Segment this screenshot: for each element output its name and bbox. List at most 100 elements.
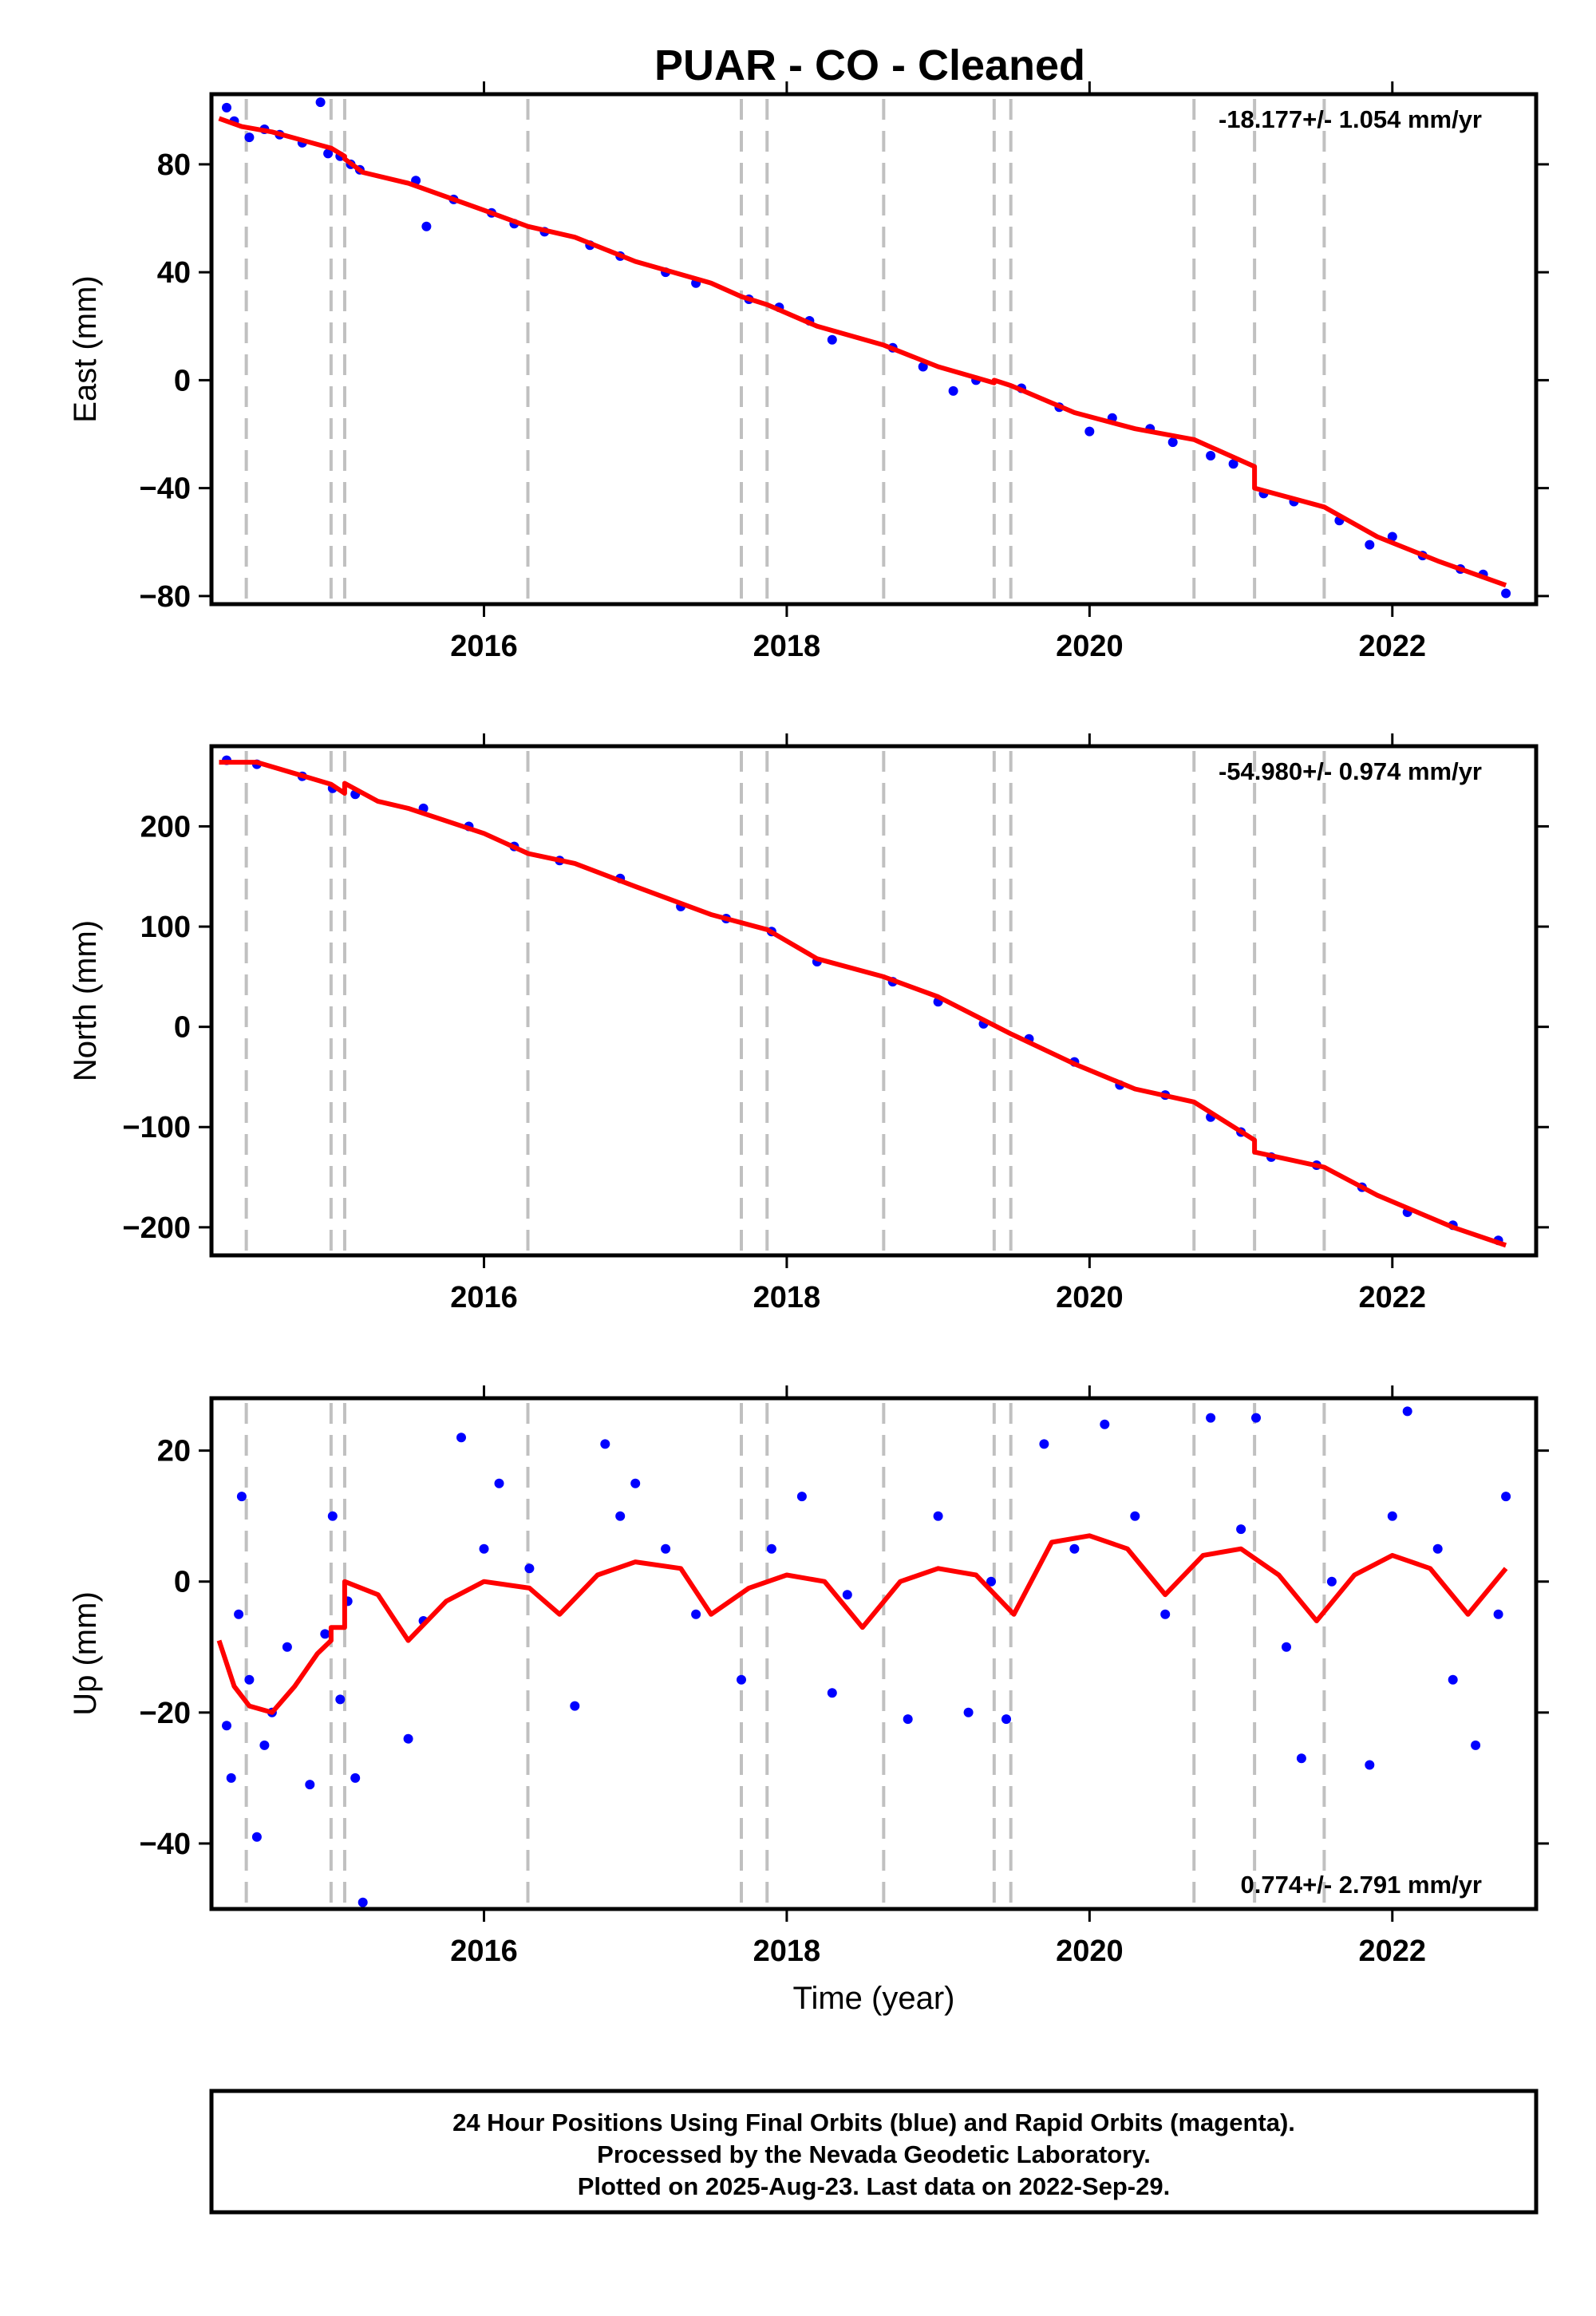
data-point-31 [796,1492,807,1502]
panel-up: 20 0 −20 −40 2016 2018 2020 2022 Up (mm) Time (ye… [68,1385,1549,2016]
data-point-8 [323,148,334,159]
model-line [216,1533,1508,1715]
data-point-37 [1228,459,1238,469]
data-point-27 [661,1543,671,1554]
y-tick-label: −100 [122,1111,191,1144]
x-tick-label: 2016 [450,630,518,663]
data-point-21 [494,1478,504,1488]
y-tick-label: 80 [157,148,191,182]
data-point-46 [1251,1413,1261,1423]
data-point-53 [1432,1543,1443,1554]
x-tick-label: 2022 [1358,1281,1426,1314]
data-point-32 [1084,426,1095,437]
y-tick-label: 200 [140,810,191,844]
x-tick-label: 2018 [753,1281,821,1314]
data-point-27 [918,362,928,372]
y-tick-label: 20 [157,1435,191,1468]
x-tick-label: 2020 [1056,1935,1124,1968]
footer-box: 24 Hour Positions Using Final Orbits (bl… [209,2089,1539,2215]
y-axis-label: North (mm) [68,920,103,1081]
y-tick-label: −40 [140,1828,191,1861]
data-point-13 [335,1694,346,1705]
data-point-44 [1206,1413,1216,1423]
data-point-10 [305,1780,315,1790]
data-point-15 [350,1773,361,1783]
y-tick-label: −200 [122,1211,191,1245]
data-point-29 [737,1674,746,1685]
data-point-20 [479,1543,489,1554]
y-tick-label: 0 [174,1566,191,1599]
data-point-42 [1130,1511,1140,1521]
data-point-12 [327,1511,338,1521]
plot-frame [209,1396,1539,1911]
data-point-38 [1001,1714,1011,1725]
x-tick-label: 2022 [1358,1935,1426,1968]
figure-title: PUAR - CO - Cleaned [654,41,1085,89]
data-point-26 [630,1478,641,1488]
data-point-6 [251,1832,262,1842]
data-point-9 [282,1642,292,1652]
y-tick-label: −80 [140,580,191,614]
x-tick-label: 2022 [1358,630,1426,663]
y-tick-label: 0 [174,1011,191,1045]
data-point-3 [234,1609,244,1619]
data-point-54 [1448,1674,1458,1685]
x-tick-label: 2016 [450,1281,518,1314]
panel-north: 200 100 0 −100 −200 2016 2018 2020 2022 North (mm… [68,733,1549,1314]
data-point-16 [358,1897,368,1907]
data-point-49 [1326,1576,1337,1587]
y-tick-label: 40 [157,256,191,290]
data-point-37 [986,1576,996,1587]
panel-east: 80 40 0 −40 −80 2016 2018 2020 2022 East (mm) -18.… [68,81,1549,663]
data-point-1 [222,1721,231,1731]
rate-annotation: -54.980+/- 0.974 mm/yr [1219,757,1482,785]
y-tick-label: −40 [140,472,191,506]
data-point-17 [403,1733,413,1744]
footer-line-3: Plotted on 2025-Aug-23. Last data on 202… [578,2172,1170,2200]
data-point-36 [1206,451,1216,460]
data-point-5 [244,1674,255,1685]
data-point-33 [842,1590,852,1600]
y-tick-label: −20 [140,1697,191,1730]
data-point-24 [600,1439,610,1449]
x-tick-label: 2020 [1056,630,1124,663]
data-point-40 [1069,1543,1080,1554]
data-point-11 [320,1629,330,1639]
data-point-51 [1387,1511,1397,1521]
data-point-4 [236,1492,247,1502]
data-point-35 [1167,437,1178,448]
data-point-42 [1387,532,1397,542]
data-point-3 [244,132,255,143]
data-point-2 [226,1773,236,1783]
data-point-35 [933,1511,943,1521]
plot-frame [209,92,1539,607]
data-point-1 [222,102,231,113]
data-point-43 [1160,1609,1171,1619]
data-point-48 [1296,1753,1306,1764]
data-point-56 [1493,1609,1503,1619]
model-line [219,760,1507,1248]
footer-line-1: 24 Hour Positions Using Final Orbits (bl… [452,2109,1295,2136]
rate-annotation: 0.774+/- 2.791 mm/yr [1241,1871,1482,1899]
data-point-45 [1236,1524,1246,1535]
data-point-13 [421,221,432,231]
x-axis-label: Time (year) [793,1981,955,2016]
y-tick-label: 100 [140,911,191,944]
x-tick-label: 2016 [450,1935,518,1968]
data-point-52 [1402,1406,1412,1417]
data-point-50 [1365,1760,1375,1770]
footer-line-2: Processed by the Nevada Geodetic Laborat… [597,2140,1151,2168]
data-point-30 [766,1543,776,1554]
data-point-7 [259,1740,270,1750]
rate-annotation: -18.177+/- 1.054 mm/yr [1219,105,1482,133]
data-point-19 [456,1433,466,1443]
x-tick-label: 2020 [1056,1281,1124,1314]
data-point-41 [1100,1419,1110,1429]
y-axis-label: Up (mm) [68,1591,103,1716]
data-point-28 [691,1609,701,1619]
data-point-41 [1365,539,1375,550]
data-point-28 [948,385,958,396]
model-line [218,116,1507,588]
data-point-32 [827,1688,837,1698]
